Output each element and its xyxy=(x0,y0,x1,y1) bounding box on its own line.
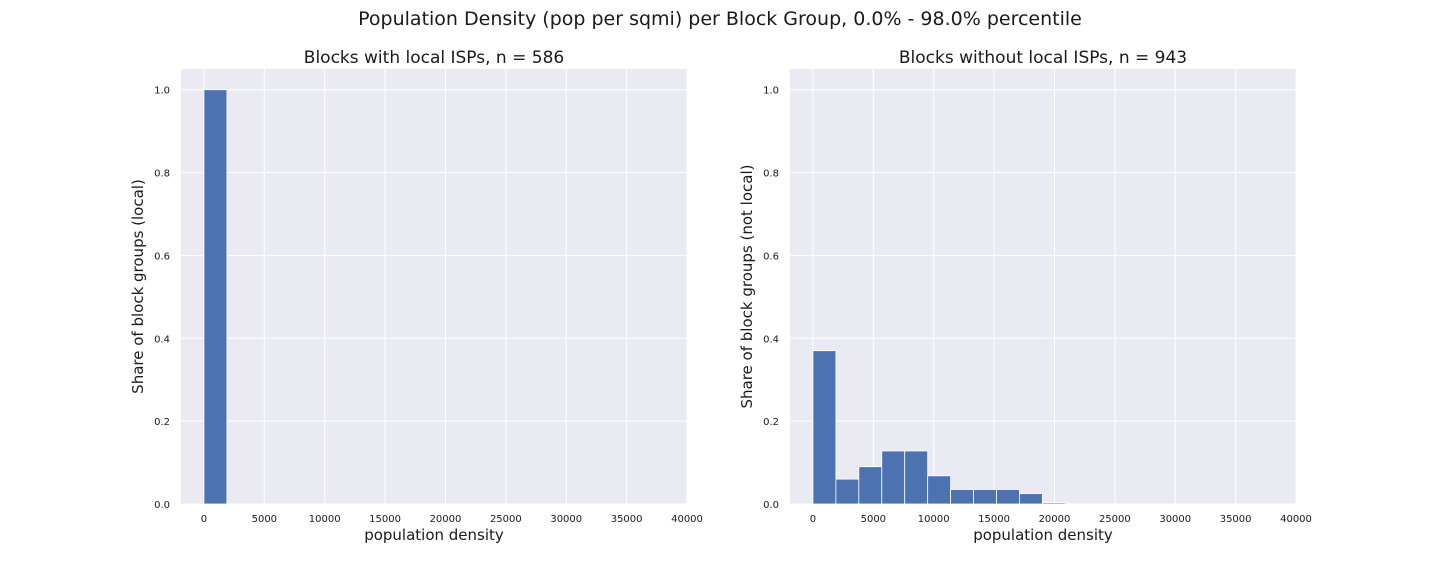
histogram-bar xyxy=(973,489,997,505)
histogram-bar xyxy=(858,466,883,505)
histogram-bar xyxy=(1041,502,1066,505)
y-tick-label: 0.0 xyxy=(763,500,779,511)
x-axis-label: population density xyxy=(973,526,1113,544)
x-tick-label: 30000 xyxy=(1159,514,1191,525)
y-axis-label: Share of block groups (not local) xyxy=(738,165,756,409)
chart-title: Blocks with local ISPs, n = 586 xyxy=(304,48,564,68)
x-tick-label: 10000 xyxy=(918,514,950,525)
x-tick-label: 20000 xyxy=(1039,514,1071,525)
chart-title: Blocks without local ISPs, n = 943 xyxy=(899,48,1187,68)
figure-title: Population Density (pop per sqmi) per Bl… xyxy=(358,8,1082,30)
histogram-bar xyxy=(203,89,228,505)
y-tick-label: 0.2 xyxy=(763,417,779,428)
x-axis-label: population density xyxy=(364,526,504,544)
x-tick-label: 15000 xyxy=(978,514,1010,525)
histogram-bar xyxy=(996,489,1020,505)
x-tick-label: 35000 xyxy=(611,514,643,525)
histogram-bar xyxy=(812,350,837,505)
x-tick-label: 0 xyxy=(810,514,816,525)
y-tick-label: 0.2 xyxy=(154,417,170,428)
x-tick-label: 40000 xyxy=(671,514,703,525)
x-tick-label: 15000 xyxy=(369,514,401,525)
y-tick-label: 0.4 xyxy=(763,334,779,345)
x-tick-label: 25000 xyxy=(490,514,522,525)
histogram-bar xyxy=(835,478,860,505)
y-tick-label: 0.0 xyxy=(154,500,170,511)
x-tick-label: 5000 xyxy=(861,514,886,525)
chart-panel-1: 0 5000 10000 15000 20000 25000 30000 35000 40000… xyxy=(129,48,703,544)
x-tick-label: 5000 xyxy=(252,514,277,525)
x-tick-label: 40000 xyxy=(1280,514,1312,525)
y-axis-label: Share of block groups (local) xyxy=(129,179,147,394)
y-tick-label: 1.0 xyxy=(763,86,779,97)
y-tick-label: 0.8 xyxy=(763,169,779,180)
histogram-bar xyxy=(881,450,906,505)
y-tick-label: 0.8 xyxy=(154,169,170,180)
histogram-bar xyxy=(950,489,974,505)
histogram-bar xyxy=(1019,493,1043,505)
histogram-bar xyxy=(904,450,929,505)
histogram-bar xyxy=(927,475,952,505)
x-tick-label: 35000 xyxy=(1220,514,1252,525)
x-tick-label: 10000 xyxy=(309,514,341,525)
chart-panel-2: 0 5000 10000 15000 20000 25000 30000 35000 40000… xyxy=(738,48,1312,544)
x-tick-label: 0 xyxy=(201,514,207,525)
y-tick-label: 0.6 xyxy=(763,251,779,262)
plot-area xyxy=(181,69,687,504)
y-tick-label: 0.6 xyxy=(154,251,170,262)
x-tick-label: 25000 xyxy=(1099,514,1131,525)
plot-area xyxy=(790,69,1296,504)
y-tick-label: 1.0 xyxy=(154,86,170,97)
x-tick-label: 30000 xyxy=(550,514,582,525)
y-tick-label: 0.4 xyxy=(154,334,170,345)
x-tick-label: 20000 xyxy=(430,514,462,525)
